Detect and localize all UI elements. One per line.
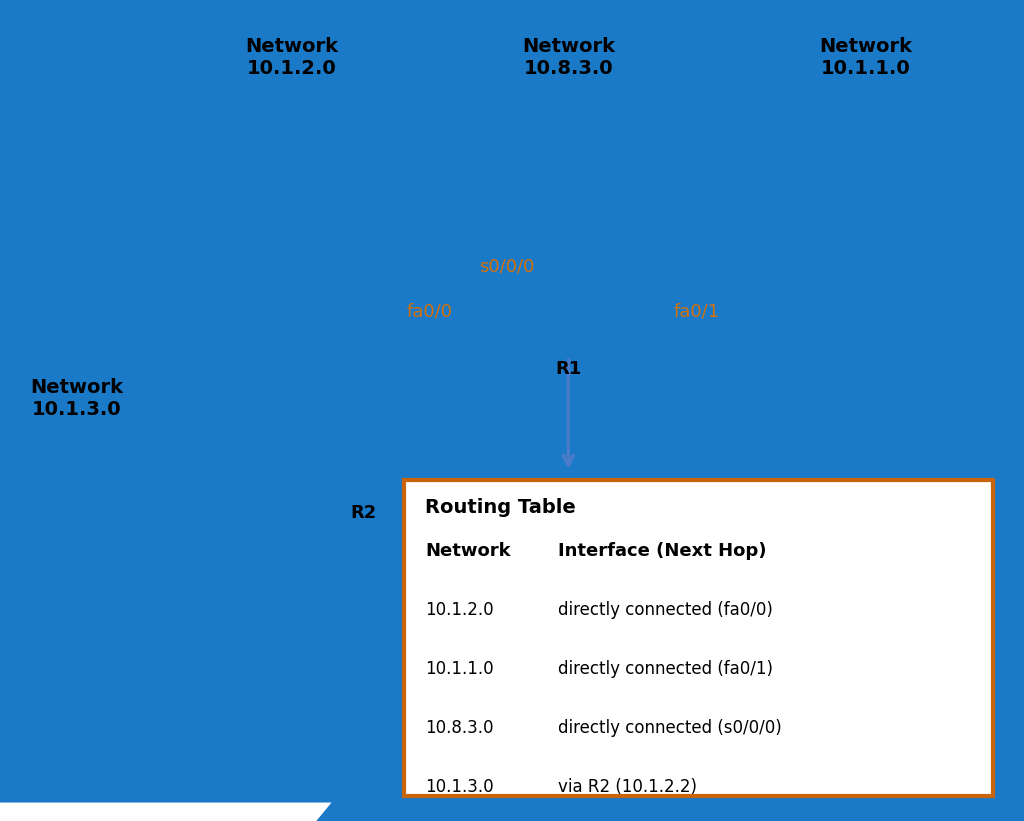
Text: directly connected (fa0/1): directly connected (fa0/1) — [558, 660, 773, 678]
Text: Network
10.1.1.0: Network 10.1.1.0 — [819, 37, 911, 78]
Text: R2: R2 — [350, 504, 377, 522]
Text: R1: R1 — [555, 360, 582, 378]
Text: fa0/0: fa0/0 — [408, 303, 453, 321]
Text: Network
10.8.3.0: Network 10.8.3.0 — [522, 37, 614, 78]
Text: 10.1.3.0: 10.1.3.0 — [425, 778, 494, 796]
Text: fa0/1: fa0/1 — [673, 303, 720, 321]
Text: Network: Network — [425, 542, 511, 560]
FancyBboxPatch shape — [404, 480, 993, 796]
Text: Routing Table: Routing Table — [425, 498, 575, 517]
Polygon shape — [0, 0, 332, 171]
Text: via R2 (10.1.2.2): via R2 (10.1.2.2) — [558, 778, 697, 796]
Text: directly connected (s0/0/0): directly connected (s0/0/0) — [558, 719, 782, 737]
Polygon shape — [0, 0, 162, 329]
Text: directly connected (fa0/0): directly connected (fa0/0) — [558, 601, 773, 619]
Polygon shape — [0, 803, 332, 821]
Text: Interface (Next Hop): Interface (Next Hop) — [558, 542, 767, 560]
Text: Network
10.1.3.0: Network 10.1.3.0 — [31, 378, 123, 419]
Text: 10.1.2.0: 10.1.2.0 — [425, 601, 494, 619]
Text: Network
10.1.2.0: Network 10.1.2.0 — [246, 37, 338, 78]
Text: 10.1.1.0: 10.1.1.0 — [425, 660, 494, 678]
Text: s0/0/0: s0/0/0 — [479, 258, 535, 276]
Text: 10.8.3.0: 10.8.3.0 — [425, 719, 494, 737]
